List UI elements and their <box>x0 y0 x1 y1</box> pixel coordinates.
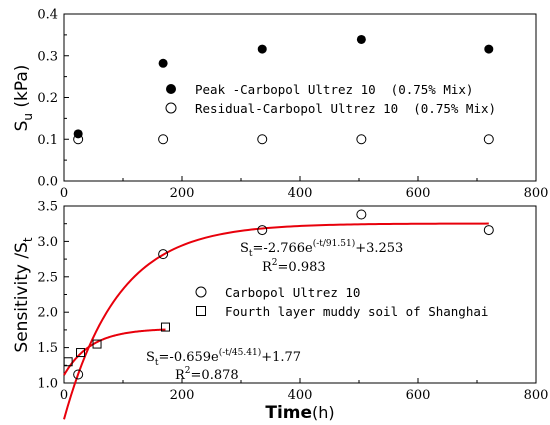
legend-shanghai-label: Fourth layer muddy soil of Shanghai <box>225 304 488 319</box>
fit-1-r2-sup: 2 <box>272 258 278 268</box>
bottom-series-1-point <box>356 209 367 220</box>
bottom-x-tick-label: 0 <box>60 388 68 403</box>
top-y-label-unit: (kPa) <box>12 65 32 113</box>
top-panel: 0 200 400 600 800 0.0 0.1 0.2 0.3 0.4 Su (kPa) Pe… <box>12 8 548 202</box>
top-y-tick-label: 0.1 <box>37 133 58 148</box>
top-y-tick-label: 0.4 <box>37 8 58 23</box>
fit-1-eq-sub: t <box>249 249 253 259</box>
bottom-y-axis-label: Sensitivity /St <box>12 237 35 352</box>
fit-2-r2-value: =0.878 <box>191 368 239 383</box>
top-series-1-point <box>484 44 494 54</box>
bottom-y-label-sub: t <box>21 237 35 242</box>
bottom-x-tick-label: 800 <box>524 388 549 403</box>
fit-curve-2 <box>63 328 166 376</box>
bottom-series-2-point <box>76 348 86 358</box>
fit-2-eq-left: S <box>146 350 155 365</box>
fit-2-eq-sup: (-t/45.41) <box>219 347 261 358</box>
top-series-2-point <box>356 134 367 145</box>
top-series-1-point <box>257 44 267 54</box>
bottom-y-label-main: Sensitivity /S <box>12 242 32 352</box>
legend-peak-marker <box>166 84 176 94</box>
top-x-tick-label: 400 <box>288 186 313 201</box>
top-legend: Peak -Carbopol Ultrez 10 (0.75% Mix) Res… <box>165 82 496 116</box>
legend-residual-label: Residual-Carbopol Ultrez 10 (0.75% Mix) <box>195 101 496 116</box>
fit-2-eq-mid: =-0.659e <box>159 350 220 365</box>
top-plot-frame <box>63 13 537 182</box>
bottom-y-tick-label: 3.0 <box>37 235 58 250</box>
bottom-legend: Carbopol Ultrez 10 Fourth layer muddy so… <box>195 285 488 319</box>
top-series-2-point <box>158 134 169 145</box>
legend-peak-label: Peak -Carbopol Ultrez 10 (0.75% Mix) <box>195 82 473 97</box>
fit-1-eq-right: +3.253 <box>355 241 403 256</box>
bottom-marks <box>63 209 494 380</box>
fit-1-eq-left: S <box>240 241 249 256</box>
bottom-series-2-point <box>160 322 170 332</box>
top-y-tick-label: 0.3 <box>37 49 58 64</box>
top-marks <box>73 34 494 145</box>
legend-shanghai-marker <box>196 306 206 316</box>
legend-residual-marker <box>165 102 177 114</box>
bottom-x-tick-label: 200 <box>170 388 195 403</box>
top-series-2-point <box>73 134 84 145</box>
bottom-y-tick-label: 1.5 <box>37 341 58 356</box>
bottom-series-1-point <box>158 249 169 260</box>
fit-2-r2-sup: 2 <box>185 366 191 376</box>
fit-equation-1: St=-2.766e(-t/91.51)+3.253 R2=0.983 <box>240 238 403 275</box>
fit-curve-1 <box>63 222 489 420</box>
top-x-tick-label: 600 <box>406 186 431 201</box>
top-series-1-point <box>73 129 83 139</box>
fit-2-r2: R2=0.878 <box>175 366 239 383</box>
top-y-tick-label: 0.2 <box>37 91 58 106</box>
fit-2-equation: St=-0.659e(-t/45.41)+1.77 <box>146 347 301 368</box>
bottom-y-tick-label: 2.5 <box>37 270 58 285</box>
bottom-y-tick-label: 1.0 <box>37 377 58 392</box>
top-axes: 0 200 400 600 800 0.0 0.1 0.2 0.3 0.4 <box>37 8 548 202</box>
bottom-fit-curves <box>63 222 489 420</box>
top-y-axis-label: Su (kPa) <box>12 65 35 132</box>
bottom-series-1-point <box>257 225 268 236</box>
legend-carbopol-label: Carbopol Ultrez 10 <box>225 285 360 300</box>
top-y-label-main: S <box>12 121 32 132</box>
top-y-label-sub: u <box>21 113 35 121</box>
top-y-tick-label: 0.0 <box>37 175 58 190</box>
x-label-unit: (h) <box>312 403 335 422</box>
bottom-series-2-point <box>63 357 73 367</box>
top-x-tick-label: 0 <box>60 186 68 201</box>
bottom-x-axis-label: Time(h) <box>265 403 334 423</box>
fit-1-eq-mid: =-2.766e <box>253 241 314 256</box>
bottom-series-1-point <box>73 369 84 380</box>
fit-1-r2-label: R <box>262 260 273 275</box>
bottom-series-1-point <box>483 225 494 236</box>
bottom-x-tick-label: 400 <box>288 388 313 403</box>
top-x-tick-label: 200 <box>170 186 195 201</box>
bottom-axes: 0 200 400 600 800 1.0 1.5 2.0 2.5 3.0 3.5 <box>37 200 548 404</box>
fit-2-eq-right: +1.77 <box>261 350 301 365</box>
fit-1-r2: R2=0.983 <box>262 258 326 275</box>
top-series-1-point <box>158 58 168 68</box>
top-x-tick-label: 800 <box>524 186 549 201</box>
legend-carbopol-marker <box>195 286 207 298</box>
top-series-2-point <box>483 134 494 145</box>
fit-equation-2: St=-0.659e(-t/45.41)+1.77 R2=0.878 <box>146 347 301 383</box>
fit-1-equation: St=-2.766e(-t/91.51)+3.253 <box>240 238 403 259</box>
top-series-2-point <box>257 134 268 145</box>
fit-2-r2-label: R <box>175 368 186 383</box>
bottom-series-2-point <box>92 339 102 349</box>
fit-1-r2-value: =0.983 <box>278 260 326 275</box>
bottom-panel: 0 200 400 600 800 1.0 1.5 2.0 2.5 3.0 3.5 Sensitiv… <box>12 200 548 424</box>
fit-2-eq-sub: t <box>155 358 159 368</box>
bottom-y-tick-label: 2.0 <box>37 306 58 321</box>
top-series-1-point <box>356 34 366 44</box>
x-label-main: Time <box>265 403 312 423</box>
fit-1-eq-sup: (-t/91.51) <box>313 238 355 249</box>
bottom-x-tick-label: 600 <box>406 388 431 403</box>
bottom-y-tick-label: 3.5 <box>37 200 58 215</box>
